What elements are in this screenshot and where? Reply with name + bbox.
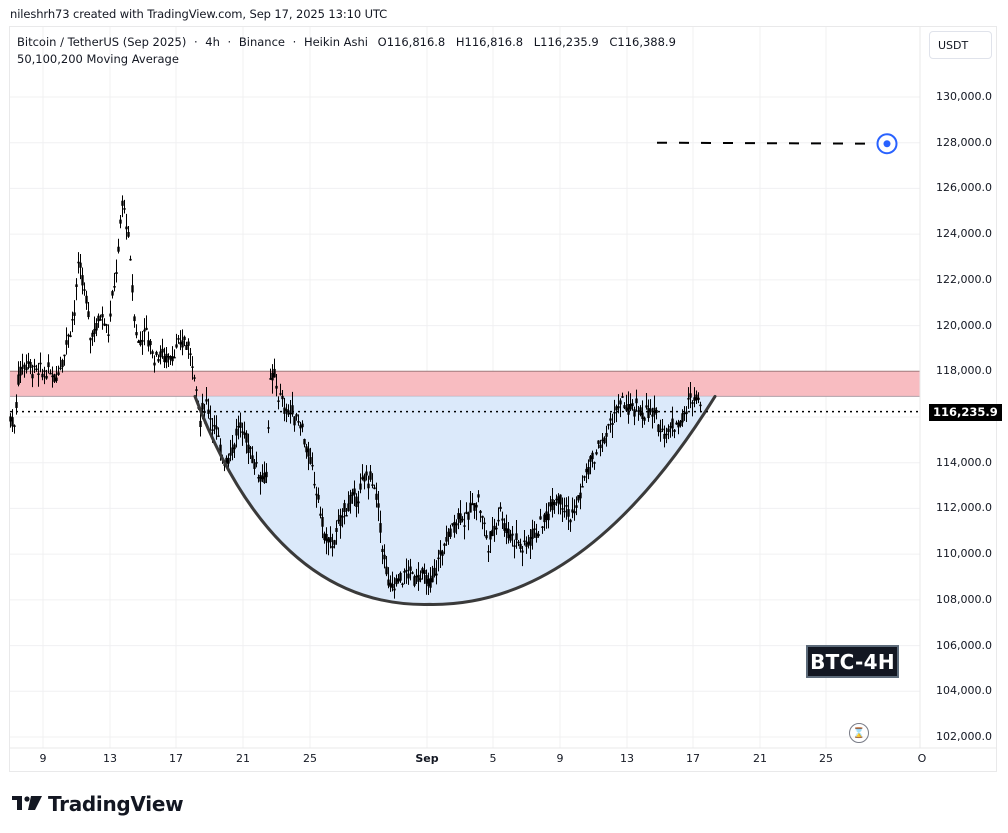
price-tick: 106,000.0 (936, 638, 992, 652)
price-tick: 122,000.0 (936, 272, 992, 286)
price-tick: 126,000.0 (936, 181, 992, 195)
tradingview-logo[interactable]: TradingView (12, 792, 184, 816)
overlays (10, 133, 920, 606)
price-tick: 128,000.0 (936, 135, 992, 149)
ohlc-values: O116,816.8 H116,816.8 L116,235.9 C116,38… (378, 35, 683, 49)
price-tick: 130,000.0 (936, 90, 992, 103)
hourglass-icon[interactable]: ⌛ (849, 723, 869, 743)
tv-logo-word: TradingView (48, 792, 184, 816)
time-tick: 9 (556, 752, 564, 765)
chart-frame (9, 26, 997, 772)
price-tick: 112,000.0 (936, 501, 992, 515)
low-value: L116,235.9 (533, 35, 599, 49)
time-tick: 9 (39, 752, 47, 765)
high-value: H116,816.8 (455, 35, 524, 49)
symbol-name[interactable]: Bitcoin / TetherUS (Sep 2025) (17, 35, 187, 49)
currency-button[interactable]: USDT (929, 31, 992, 59)
indicator-label[interactable]: 50,100,200 Moving Average (17, 52, 179, 66)
price-tick: 120,000.0 (936, 318, 992, 332)
chart-type: Heikin Ashi (303, 35, 368, 49)
time-tick: 13 (620, 752, 634, 765)
time-tick: 25 (819, 752, 833, 765)
interval[interactable]: 4h (205, 35, 220, 49)
price-tick: 104,000.0 (936, 684, 992, 698)
time-tick: Sep (415, 752, 439, 765)
last-price-label: 116,235.9 (929, 404, 1002, 421)
price-tick: 110,000.0 (936, 547, 992, 561)
price-tick: 118,000.0 (936, 364, 992, 378)
close-value: C116,388.9 (609, 35, 676, 49)
time-tick: 25 (303, 752, 317, 765)
btc-4h-annotation[interactable]: BTC-4H (806, 645, 899, 678)
price-tick: 114,000.0 (936, 455, 992, 469)
open-value: O116,816.8 (377, 35, 446, 49)
time-tick: 21 (753, 752, 767, 765)
time-tick: O (917, 752, 927, 765)
chart-legend: Bitcoin / TetherUS (Sep 2025) · 4h · Bin… (17, 34, 683, 68)
tv-logo-icon (12, 794, 42, 815)
price-tick: 124,000.0 (936, 227, 992, 241)
time-tick: 17 (686, 752, 700, 765)
time-tick: 17 (169, 752, 183, 765)
time-tick: 5 (489, 752, 497, 765)
price-tick: 102,000.0 (936, 730, 992, 743)
price-tick: 108,000.0 (936, 592, 992, 606)
time-tick: 13 (103, 752, 117, 765)
chart-credit: nileshrh73 created with TradingView.com,… (10, 7, 388, 21)
zones (10, 370, 920, 605)
time-tick: 21 (236, 752, 250, 765)
exchange: Binance (238, 35, 285, 49)
